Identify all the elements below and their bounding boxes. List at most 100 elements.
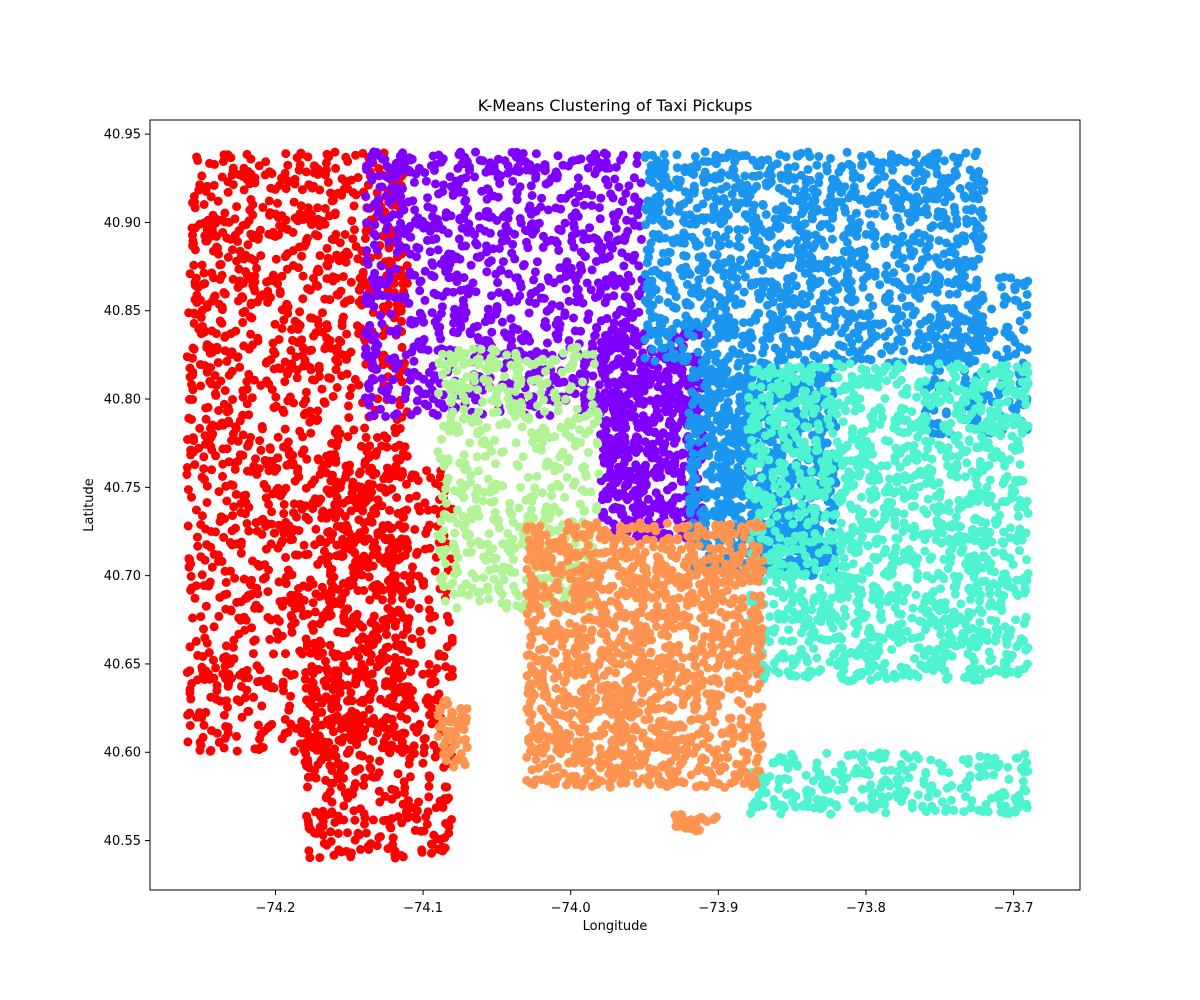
data-point [389,721,399,731]
data-point [576,247,586,257]
data-point [222,496,232,506]
data-point [280,357,290,367]
data-point [330,666,340,676]
data-point [423,505,433,515]
data-point [426,677,436,687]
data-point [344,467,354,477]
data-point [573,173,583,183]
data-point [212,728,222,738]
data-point [293,464,303,474]
data-point [623,270,633,280]
data-point [197,260,207,270]
data-point [746,343,756,353]
data-point [351,667,361,677]
data-point [449,327,458,337]
data-point [900,263,910,273]
data-point [396,711,406,721]
data-point [256,251,266,261]
data-point [224,679,234,689]
data-point [301,167,311,177]
data-point [314,267,324,277]
data-point [226,234,236,244]
data-point [613,504,623,514]
data-point [642,258,652,268]
data-point [347,727,356,736]
data-point [354,380,364,390]
data-point [859,275,868,285]
data-point [333,358,343,367]
data-point [592,322,601,332]
data-point [241,497,251,507]
data-point [208,655,218,665]
data-point [217,302,227,312]
data-point [319,676,329,686]
data-point [554,224,564,234]
data-point [193,155,203,165]
data-point [577,265,587,275]
data-point [412,814,422,824]
data-point [367,616,377,626]
data-point [290,550,300,560]
data-point [841,247,850,257]
data-point [553,151,563,161]
data-point [431,179,440,189]
data-point [561,284,571,294]
data-point [372,147,382,157]
data-point [209,622,219,632]
data-point [281,552,291,562]
data-point [390,443,400,452]
data-point [303,782,312,792]
data-point [189,436,199,445]
data-point [252,526,262,536]
data-point [379,737,389,746]
data-point [270,528,280,538]
data-point [353,254,363,264]
data-point [777,306,787,316]
data-point [188,343,198,353]
data-point [689,188,699,198]
data-point [455,213,465,223]
data-point [404,493,414,503]
data-point [348,719,358,729]
data-point [322,274,332,284]
data-point [290,316,300,326]
data-point [287,527,297,537]
data-point [236,597,246,607]
data-point [543,273,553,283]
data-point [385,213,395,222]
data-point [414,243,424,253]
data-point [195,737,205,747]
data-point [200,431,210,441]
data-point [281,149,291,159]
data-point [590,149,600,159]
data-point [424,659,434,669]
data-point [372,634,382,644]
data-point [362,218,372,228]
data-point [439,180,448,190]
data-point [328,196,338,205]
data-point [472,252,482,262]
data-point [194,443,204,453]
data-point [623,453,633,463]
data-point [253,589,263,599]
data-point [852,349,862,359]
data-point [230,573,240,583]
data-point [792,236,802,246]
data-point [250,603,260,613]
data-point [249,636,259,646]
data-point [540,162,550,172]
data-point [375,756,384,766]
data-point [343,156,353,166]
data-point [393,324,403,334]
data-point [282,667,291,677]
data-point [587,265,597,275]
data-point [281,517,291,527]
data-point [701,213,711,223]
data-point [267,719,277,729]
data-point [471,147,480,157]
data-point [335,483,345,492]
data-point [331,163,341,173]
data-point [414,163,424,173]
data-point [207,465,217,475]
data-point [448,287,458,297]
